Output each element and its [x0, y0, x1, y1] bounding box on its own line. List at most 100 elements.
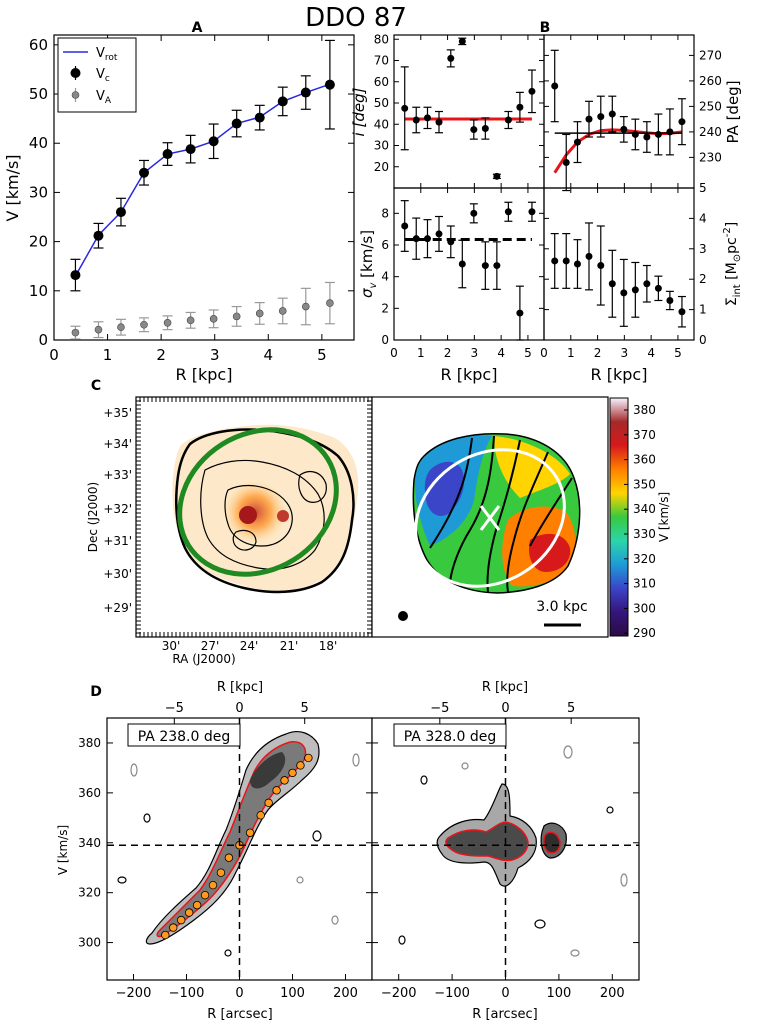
emission-peak-east — [277, 510, 289, 522]
dispersion-ytick-label: 0 — [381, 333, 389, 347]
pv-right-emission — [436, 783, 567, 887]
pv-ylabel: V [km/s] — [56, 825, 70, 875]
surface-density-point — [631, 286, 639, 294]
pv-diagrams-panel: −200 −100 0 100 200 −5 0 5 300 320 340 360 380 −200 −1… — [56, 680, 640, 1022]
pv-right-xlabel: R [arcsec] — [472, 1007, 537, 1022]
vc-point — [324, 79, 335, 90]
inclination-point — [504, 116, 512, 124]
velocity-map-frame — [371, 396, 609, 638]
colorbar-tick-label: 320 — [633, 552, 656, 566]
pv-rotation-point — [169, 923, 178, 932]
rotation-xtick-label: 3 — [210, 346, 220, 364]
colorbar-label: V [km/s] — [657, 492, 671, 542]
position-angle-ytick-label: 230 — [699, 150, 722, 164]
noise-8 — [420, 775, 428, 785]
noise-3 — [117, 876, 127, 884]
noise-15 — [620, 873, 628, 887]
position-angle-point — [608, 110, 616, 118]
vc-point — [115, 207, 126, 218]
surface-density-point — [620, 289, 628, 297]
noise-12 — [570, 949, 580, 957]
dispersion-xtick-label: 0 — [390, 346, 398, 360]
inclination-point — [401, 104, 409, 112]
va-point — [255, 309, 264, 318]
position-angle-point — [678, 118, 686, 126]
position-angle-fit-line — [553, 128, 683, 174]
legend-va-label: VA — [96, 89, 112, 106]
vc-point — [231, 118, 242, 129]
pv-left-peak — [250, 752, 286, 789]
vc-point — [185, 144, 196, 155]
dispersion-point — [493, 262, 501, 270]
inclination-point — [493, 172, 501, 180]
colorbar-tick-label: 360 — [633, 453, 656, 467]
pv-left-xtick-label: −200 — [116, 986, 152, 1001]
surface-density-xtick-label: 0 — [540, 346, 548, 360]
surface-density-point — [562, 257, 570, 265]
pv-rotation-point — [216, 868, 226, 877]
east-clump-contour — [298, 471, 327, 503]
velocity-contours — [412, 432, 581, 594]
dispersion-point — [423, 235, 431, 243]
pv-rotation-point — [296, 761, 305, 770]
dispersion-xlabel: R [kpc] — [441, 365, 498, 384]
isovelocity-2 — [449, 435, 495, 583]
dispersion-point — [435, 230, 443, 238]
dispersion-point — [528, 208, 536, 216]
pv-left-inner — [156, 741, 307, 938]
surface-density-ytick-label: 4 — [699, 211, 707, 225]
pv-rotation-point — [161, 930, 170, 940]
pv-right-top-xtick-label: −5 — [430, 701, 449, 716]
rotation-xtick-label: 1 — [103, 346, 113, 364]
legend-vc-marker — [70, 68, 81, 78]
rotation-curve-frame — [53, 34, 355, 341]
velocity-colorbar — [609, 397, 629, 637]
map-xtick-label: 30' — [162, 639, 181, 653]
noise-1 — [130, 763, 138, 777]
legend-vc-label: Vc — [96, 67, 110, 84]
position-angle-point — [562, 159, 570, 166]
dispersion-point — [401, 222, 409, 230]
va-point — [232, 312, 241, 321]
scale-bar-label: 3.0 kpc — [536, 599, 587, 615]
surface-density-ytick-label: 2 — [699, 272, 707, 286]
pv-right-xtick-label: −100 — [434, 986, 470, 1001]
position-angle-point — [551, 82, 559, 90]
surface-density-frame — [543, 187, 695, 341]
pv-left-top-xtick-label: −5 — [165, 701, 184, 716]
va-point — [186, 316, 195, 325]
pv-right-top-xtick-label: 0 — [501, 701, 509, 716]
inclination-point — [516, 103, 524, 111]
inclination-ytick-label: 80 — [374, 32, 389, 46]
va-point — [140, 320, 148, 329]
surface-density-ytick-label: 3 — [699, 242, 707, 256]
left-fit-ellipse — [177, 427, 339, 577]
isovelocity-3 — [486, 439, 521, 593]
velocity-approaching-core — [424, 461, 465, 517]
position-angle-point — [620, 125, 628, 133]
inclination-ytick-label: 70 — [374, 54, 389, 68]
beam-size-marker — [398, 611, 408, 621]
dispersion-point — [504, 208, 512, 216]
position-angle-ytick-label: 260 — [699, 74, 722, 88]
noise-11 — [534, 919, 546, 929]
pv-rotation-point — [184, 908, 194, 917]
dispersion-ytick-label: 6 — [381, 238, 389, 252]
surface-density-point — [573, 260, 581, 268]
colorbar-tick-label: 380 — [633, 403, 656, 417]
vc-point — [300, 87, 311, 98]
velocity-outline — [412, 432, 581, 594]
pv-left-xtick-label: 100 — [280, 986, 305, 1001]
legend-vrot-label: Vrot — [96, 46, 118, 63]
rotation-xtick-label: 2 — [156, 346, 166, 364]
dispersion-xtick-label: 4 — [497, 346, 505, 360]
map-ytick-label: +35' — [103, 406, 132, 420]
noise-9 — [563, 745, 573, 759]
noise-14 — [461, 762, 469, 770]
noise-7 — [352, 753, 360, 767]
dispersion-point — [470, 209, 478, 217]
rotation-xtick-label: 4 — [264, 346, 274, 364]
surface-density-point — [585, 252, 593, 260]
dispersion-point — [516, 309, 524, 317]
